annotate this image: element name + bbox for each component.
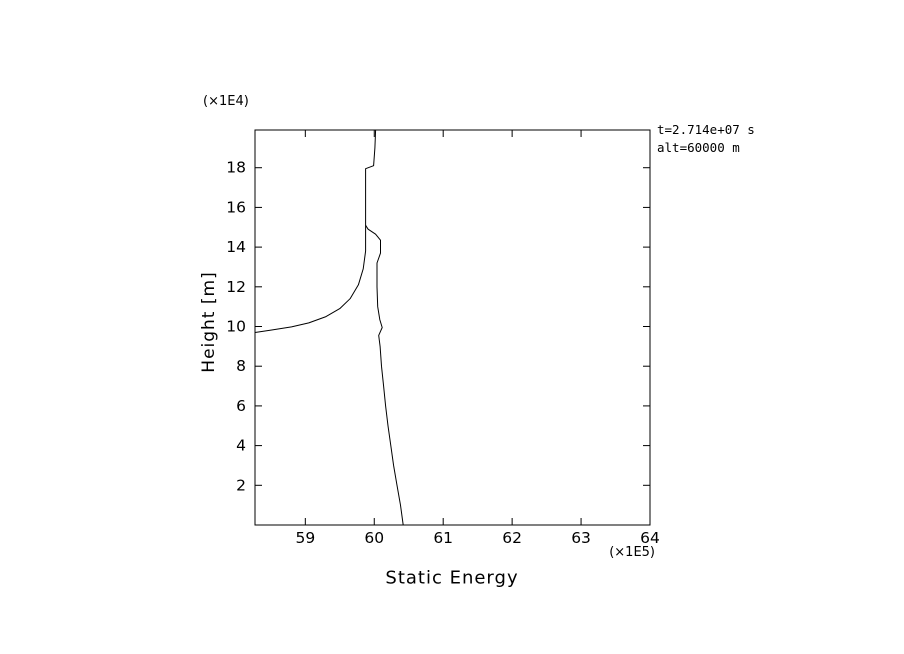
y-axis-title: Height [m] xyxy=(199,271,219,373)
axis-tick-labels: 59 60 61 62 63 64 2 4 6 8 10 12 14 16 18 xyxy=(226,159,660,547)
plot-frame xyxy=(254,129,651,526)
y-tick-label: 6 xyxy=(236,397,246,415)
data-curves xyxy=(254,129,404,526)
y-tick-label: 18 xyxy=(226,159,246,177)
x-tick-label: 64 xyxy=(640,529,660,547)
y-tick-label: 12 xyxy=(226,278,246,296)
altitude-annotation: alt=60000 m xyxy=(657,140,740,155)
x-tick-label: 59 xyxy=(295,529,315,547)
x-tick-label: 62 xyxy=(502,529,522,547)
x-tick-label: 61 xyxy=(433,529,453,547)
x-axis-multiplier: (×1E5) xyxy=(609,545,655,560)
x-tick-label: 60 xyxy=(364,529,384,547)
lower-profile-curve xyxy=(365,225,404,526)
axis-ticks xyxy=(255,130,651,525)
upper-profile-curve xyxy=(254,129,377,333)
y-tick-label: 8 xyxy=(236,357,246,375)
y-tick-label: 10 xyxy=(226,318,246,336)
y-tick-label: 16 xyxy=(226,198,246,216)
y-tick-label: 4 xyxy=(236,437,246,455)
y-tick-label: 14 xyxy=(226,238,246,256)
y-tick-label: 2 xyxy=(236,476,246,494)
time-annotation: t=2.714e+07 s xyxy=(657,122,755,137)
x-tick-label: 63 xyxy=(571,529,591,547)
y-axis-multiplier: (×1E4) xyxy=(203,94,249,109)
x-axis-title: Static Energy xyxy=(385,567,519,589)
